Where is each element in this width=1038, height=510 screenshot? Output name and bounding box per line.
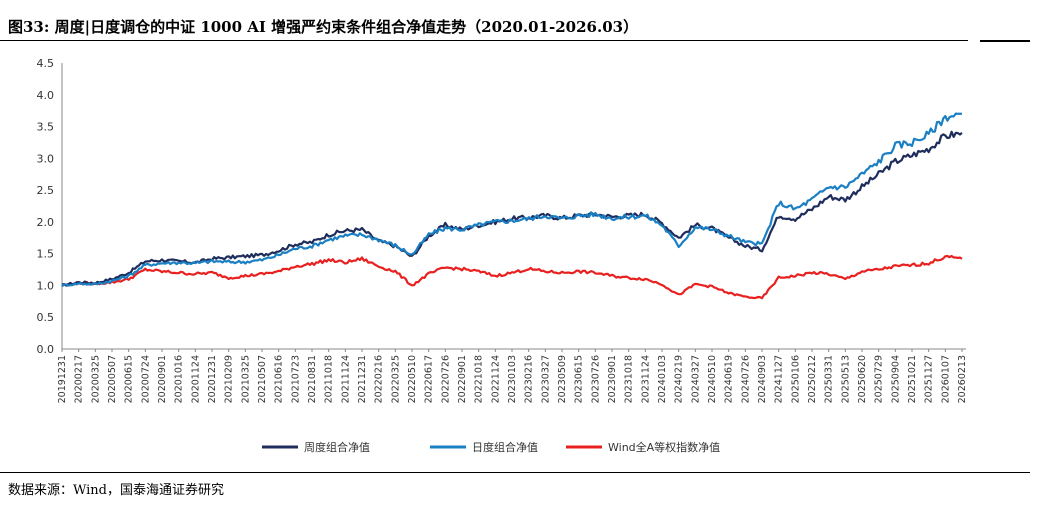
x-tick-label: 20221124 <box>490 355 501 403</box>
x-tick-label: 20200615 <box>124 355 135 403</box>
line-chart: 0.00.51.01.52.02.53.03.54.04.5 20191231 2… <box>37 57 969 454</box>
x-tick-label: 20230509 <box>557 355 568 403</box>
x-tick-label: 20210616 <box>274 355 285 403</box>
y-tick-label: 1.5 <box>37 248 55 261</box>
y-tick-label: 3.0 <box>37 152 55 165</box>
footer-rule <box>0 472 1030 473</box>
x-tick-label: 20260107 <box>940 355 951 403</box>
y-tick-label: 0.0 <box>37 343 55 356</box>
x-tick-label: 20240619 <box>724 355 735 403</box>
source-note: 数据来源：Wind，国泰海通证券研究 <box>8 483 224 498</box>
x-tick-label: 20220216 <box>374 355 385 403</box>
x-tick-label: 20201016 <box>174 355 185 403</box>
x-tick-label: 20230103 <box>507 355 518 403</box>
x-tick-label: 20240726 <box>740 355 751 403</box>
x-tick-label: 20230615 <box>574 355 585 403</box>
x-tick-label: 20241127 <box>774 355 785 403</box>
series-line-2 <box>61 254 963 300</box>
y-axis: 0.0 0.5 1.0 1.5 2.0 2.5 3.0 3.5 4.0 4.5 <box>37 57 63 356</box>
x-tick-label: 20200217 <box>74 355 85 403</box>
x-tick-label: 20220726 <box>440 355 451 403</box>
legend-label-0: 周度组合净值 <box>304 440 370 454</box>
y-tick-label: 3.5 <box>37 121 55 134</box>
x-tick-label: 20231124 <box>640 355 651 403</box>
x-tick-label: 20230327 <box>540 355 551 403</box>
x-tick-label: 20220617 <box>424 355 435 403</box>
x-tick-label: 20210831 <box>307 355 318 403</box>
y-tick-label: 2.5 <box>37 184 55 197</box>
x-tick-label: 20210209 <box>224 355 235 403</box>
x-tick-label: 20220510 <box>407 355 418 403</box>
title-underline <box>0 40 968 41</box>
x-tick-label: 20220325 <box>390 355 401 403</box>
series-line-1 <box>61 112 963 288</box>
x-tick-label: 20251127 <box>924 355 935 403</box>
x-tick-label: 20211124 <box>340 355 351 403</box>
x-tick-label: 20240903 <box>757 355 768 403</box>
x-tick-label: 20230216 <box>524 355 535 403</box>
x-tick-label: 20250513 <box>840 355 851 403</box>
legend-label-2: Wind全A等权指数净值 <box>608 440 720 454</box>
x-tick-label: 20200507 <box>107 355 118 403</box>
x-tick-label: 20200901 <box>157 355 168 403</box>
figure-title: 图33: 周度|日度调仓的中证 1000 AI 增强严约束条件组合净值走势（20… <box>8 18 639 36</box>
x-tick-label: 20210507 <box>257 355 268 403</box>
x-tick-label: 20250729 <box>874 355 885 403</box>
x-tick-label: 20201124 <box>190 355 201 403</box>
x-tick-label: 20220901 <box>457 355 468 403</box>
x-tick-label: 20250106 <box>790 355 801 403</box>
x-tick-label: 20221018 <box>474 355 485 403</box>
x-tick-label: 20200724 <box>140 355 151 403</box>
y-tick-label: 0.5 <box>37 311 55 324</box>
title-underline-right <box>980 40 1030 42</box>
y-tick-label: 2.0 <box>37 216 55 229</box>
x-tick-label: 20230901 <box>607 355 618 403</box>
x-tick-label: 20250212 <box>807 355 818 403</box>
x-tick-label: 20250620 <box>857 355 868 403</box>
x-tick-label: 20210723 <box>290 355 301 403</box>
chart-legend: 周度组合净值 日度组合净值 Wind全A等权指数净值 <box>262 440 720 454</box>
y-tick-label: 4.0 <box>37 89 55 102</box>
y-tick-label: 1.0 <box>37 279 55 292</box>
x-tick-label: 20230726 <box>590 355 601 403</box>
x-tick-label: 20260213 <box>957 355 968 403</box>
x-tick-label: 20211018 <box>324 355 335 403</box>
x-tick-label: 20240510 <box>707 355 718 403</box>
x-tick-label: 20251021 <box>907 355 918 403</box>
x-tick-label: 20191231 <box>57 355 68 403</box>
x-tick-label: 20240327 <box>690 355 701 403</box>
x-axis: 20191231 20200217 20200325 20200507 20200615… <box>57 348 968 403</box>
x-tick-label: 20250331 <box>824 355 835 403</box>
x-tick-label: 20210325 <box>240 355 251 403</box>
x-tick-label: 20211231 <box>357 355 368 403</box>
x-tick-label: 20200325 <box>90 355 101 403</box>
series-layer <box>61 112 963 300</box>
x-tick-label: 20240219 <box>674 355 685 403</box>
x-tick-label: 20240103 <box>657 355 668 403</box>
x-tick-label: 20231018 <box>624 355 635 403</box>
y-tick-label: 4.5 <box>37 57 55 70</box>
legend-label-1: 日度组合净值 <box>472 440 538 454</box>
x-tick-label: 20201231 <box>207 355 218 403</box>
x-tick-label: 20250904 <box>890 355 901 403</box>
